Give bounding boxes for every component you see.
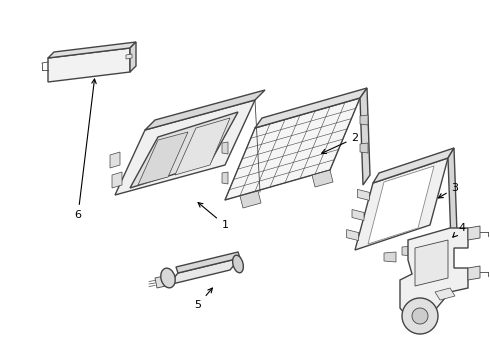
Polygon shape [110,152,120,168]
Polygon shape [225,98,360,200]
Polygon shape [250,167,260,183]
Polygon shape [155,275,170,288]
Polygon shape [360,88,370,185]
Polygon shape [402,298,438,334]
Polygon shape [346,230,359,240]
Polygon shape [468,226,480,240]
Polygon shape [415,240,448,286]
Polygon shape [248,152,258,168]
Polygon shape [373,148,454,183]
Polygon shape [145,90,265,130]
Polygon shape [112,172,122,188]
Polygon shape [48,42,136,58]
Polygon shape [176,252,240,273]
Polygon shape [412,308,428,324]
Polygon shape [168,258,240,285]
Text: 3: 3 [439,183,459,198]
Polygon shape [355,158,448,250]
Polygon shape [384,252,396,262]
Polygon shape [360,115,368,125]
Text: 1: 1 [198,203,228,230]
Text: 4: 4 [453,223,466,237]
Polygon shape [222,172,228,184]
Polygon shape [48,48,130,82]
Polygon shape [435,288,455,300]
Polygon shape [126,54,132,59]
Polygon shape [368,166,434,244]
Text: 6: 6 [74,79,96,220]
Polygon shape [115,100,255,195]
Polygon shape [312,170,333,187]
Ellipse shape [233,255,244,273]
Polygon shape [360,143,368,153]
Polygon shape [255,88,367,128]
Polygon shape [448,148,457,243]
Text: 5: 5 [195,288,212,310]
Polygon shape [130,42,136,72]
Polygon shape [175,118,230,175]
Text: 2: 2 [321,133,359,153]
Polygon shape [352,210,364,220]
Polygon shape [468,266,480,280]
Ellipse shape [161,268,175,288]
Polygon shape [240,191,261,208]
Polygon shape [357,189,369,201]
Polygon shape [402,246,414,256]
Polygon shape [400,228,468,318]
Polygon shape [138,132,188,185]
Polygon shape [222,142,228,154]
Polygon shape [130,112,238,188]
